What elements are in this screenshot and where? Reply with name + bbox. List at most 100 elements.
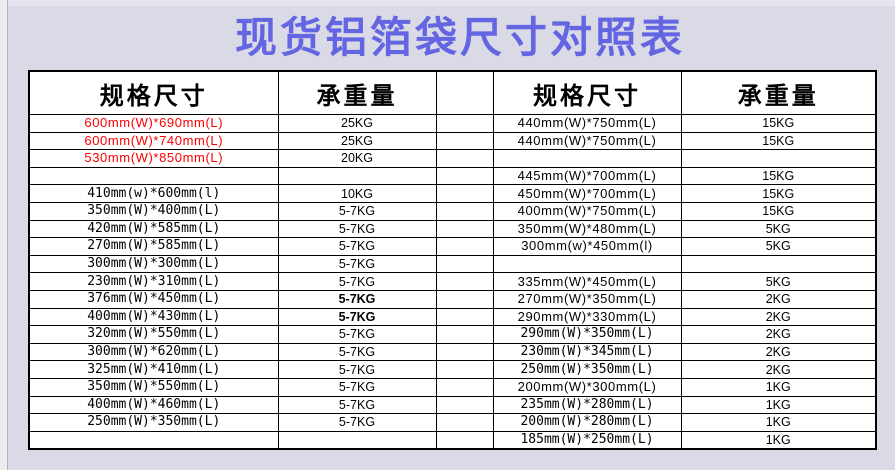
right-spec-cell: 450mm(W)*700mm(L) (492, 184, 682, 203)
left-spec-cell: 250mm(W)*350mm(L) (28, 413, 279, 432)
size-comparison-table: 规格尺寸 承重量 规格尺寸 承重量 600mm(W)*690mm(L) 25KG 4… (28, 70, 877, 451)
table-row: 400mm(W)*430mm(L) 5-7KG 290mm(W)*330mm(L) 2… (28, 307, 877, 327)
right-spec-cell: 300mm(w)*450mm(l) (492, 237, 682, 256)
left-spec-cell: 300mm(W)*620mm(L) (28, 342, 279, 362)
gap-cell (435, 325, 494, 344)
gap-cell (435, 237, 494, 256)
gap-cell (435, 289, 494, 309)
gap-cell (435, 166, 494, 186)
right-weight-cell: 5KG (680, 272, 877, 291)
right-weight-cell: 2KG (680, 325, 877, 344)
gap-cell (435, 342, 494, 362)
left-weight-cell: 5-7KG (277, 307, 437, 327)
gap-cell (435, 149, 494, 168)
right-weight-cell: 15KG (680, 201, 877, 221)
left-weight-cell: 5-7KG (277, 254, 437, 274)
left-spec-cell (28, 166, 279, 186)
table-row: 600mm(W)*690mm(L) 25KG 440mm(W)*750mm(L) 15… (28, 114, 877, 133)
page-title: 现货铝箔袋尺寸对照表 (234, 14, 685, 61)
left-spec-cell: 400mm(W)*460mm(L) (28, 395, 279, 415)
left-spec-cell: 325mm(W)*410mm(L) (28, 360, 279, 379)
table-row: 350mm(W)*550mm(L) 5-7KG 200mm(W)*300mm(L) 1… (28, 377, 877, 397)
right-spec-cell: 200mm(W)*300mm(L) (492, 377, 682, 397)
right-weight-cell: 2KG (680, 342, 877, 362)
left-weight-cell: 5-7KG (277, 219, 437, 239)
right-spec-cell: 200mm(W)*280mm(L) (492, 413, 682, 432)
left-weight-cell (277, 166, 437, 186)
right-spec-cell: 270mm(W)*350mm(L) (492, 289, 682, 309)
right-weight-cell: 1KG (680, 395, 877, 415)
gap-cell (435, 272, 494, 291)
left-spec-cell: 600mm(W)*690mm(L) (28, 114, 279, 133)
left-weight-cell: 5-7KG (277, 413, 437, 432)
gap-cell (435, 254, 494, 274)
table-row: 300mm(W)*300mm(L) 5-7KG (28, 254, 877, 274)
right-spec-cell: 400mm(W)*750mm(L) (492, 201, 682, 221)
table-row: 325mm(W)*410mm(L) 5-7KG 250mm(W)*350mm(L) 2… (28, 360, 877, 379)
gap-cell (435, 201, 494, 221)
right-weight-cell: 15KG (680, 184, 877, 203)
left-spec-cell: 350mm(W)*550mm(L) (28, 377, 279, 397)
right-spec-cell: 290mm(W)*350mm(L) (492, 325, 682, 344)
right-spec-header: 规格尺寸 (492, 70, 682, 115)
right-spec-cell: 350mm(W)*480mm(L) (492, 219, 682, 239)
left-spec-cell: 410mm(w)*600mm(l) (28, 184, 279, 203)
right-spec-cell (492, 149, 682, 168)
header-row: 规格尺寸 承重量 规格尺寸 承重量 (28, 70, 877, 115)
right-weight-cell: 1KG (680, 377, 877, 397)
table-row: 600mm(W)*740mm(L) 25KG 440mm(W)*750mm(L) 15… (28, 131, 877, 151)
right-weight-cell: 2KG (680, 360, 877, 379)
left-spec-cell (28, 430, 279, 450)
table-row: 350mm(W)*400mm(L) 5-7KG 400mm(W)*750mm(L) 1… (28, 201, 877, 221)
gap-cell (435, 413, 494, 432)
right-weight-cell (680, 149, 877, 168)
table-row: 420mm(W)*585mm(L) 5-7KG 350mm(W)*480mm(L) 5… (28, 219, 877, 239)
right-spec-cell: 440mm(W)*750mm(L) (492, 114, 682, 133)
right-spec-cell: 335mm(W)*450mm(L) (492, 272, 682, 291)
left-weight-cell: 20KG (277, 149, 437, 168)
gap-cell (435, 184, 494, 203)
table-row: 270mm(W)*585mm(L) 5-7KG 300mm(w)*450mm(l) 5… (28, 237, 877, 256)
right-weight-cell: 15KG (680, 131, 877, 151)
left-weight-cell: 5-7KG (277, 360, 437, 379)
right-weight-cell: 5KG (680, 237, 877, 256)
right-spec-cell: 440mm(W)*750mm(L) (492, 131, 682, 151)
right-weight-cell: 2KG (680, 289, 877, 309)
right-weight-cell: 1KG (680, 430, 877, 450)
table-row: 250mm(W)*350mm(L) 5-7KG 200mm(W)*280mm(L) 1… (28, 413, 877, 432)
right-weight-cell (680, 254, 877, 274)
left-weight-cell: 5-7KG (277, 395, 437, 415)
left-weight-cell: 5-7KG (277, 342, 437, 362)
left-weight-cell: 5-7KG (277, 272, 437, 291)
left-spec-cell: 350mm(W)*400mm(L) (28, 201, 279, 221)
right-weight-header: 承重量 (680, 70, 877, 115)
right-spec-cell (492, 254, 682, 274)
gap-cell (435, 114, 494, 133)
table-row: 376mm(W)*450mm(L) 5-7KG 270mm(W)*350mm(L) 2… (28, 289, 877, 309)
gap-cell (435, 131, 494, 151)
right-weight-cell: 15KG (680, 166, 877, 186)
right-spec-cell: 250mm(W)*350mm(L) (492, 360, 682, 379)
table-row: 320mm(W)*550mm(L) 5-7KG 290mm(W)*350mm(L) 2… (28, 325, 877, 344)
left-weight-cell (277, 430, 437, 450)
left-weight-cell: 5-7KG (277, 201, 437, 221)
gap-cell (435, 360, 494, 379)
left-weight-cell: 25KG (277, 114, 437, 133)
right-weight-cell: 15KG (680, 114, 877, 133)
table-row: 445mm(W)*700mm(L) 15KG (28, 166, 877, 186)
left-spec-cell: 530mm(W)*850mm(L) (28, 149, 279, 168)
gap-column-header (435, 70, 494, 115)
right-weight-cell: 1KG (680, 413, 877, 432)
right-weight-cell: 2KG (680, 307, 877, 327)
left-spec-cell: 320mm(W)*550mm(L) (28, 325, 279, 344)
gap-cell (435, 307, 494, 327)
left-weight-header: 承重量 (277, 70, 437, 115)
left-weight-cell: 5-7KG (277, 289, 437, 309)
table-row: 400mm(W)*460mm(L) 5-7KG 235mm(W)*280mm(L) 1… (28, 395, 877, 415)
left-spec-cell: 420mm(W)*585mm(L) (28, 219, 279, 239)
window-top-edge (0, 0, 895, 6)
right-weight-cell: 5KG (680, 219, 877, 239)
left-weight-cell: 10KG (277, 184, 437, 203)
gap-cell (435, 219, 494, 239)
